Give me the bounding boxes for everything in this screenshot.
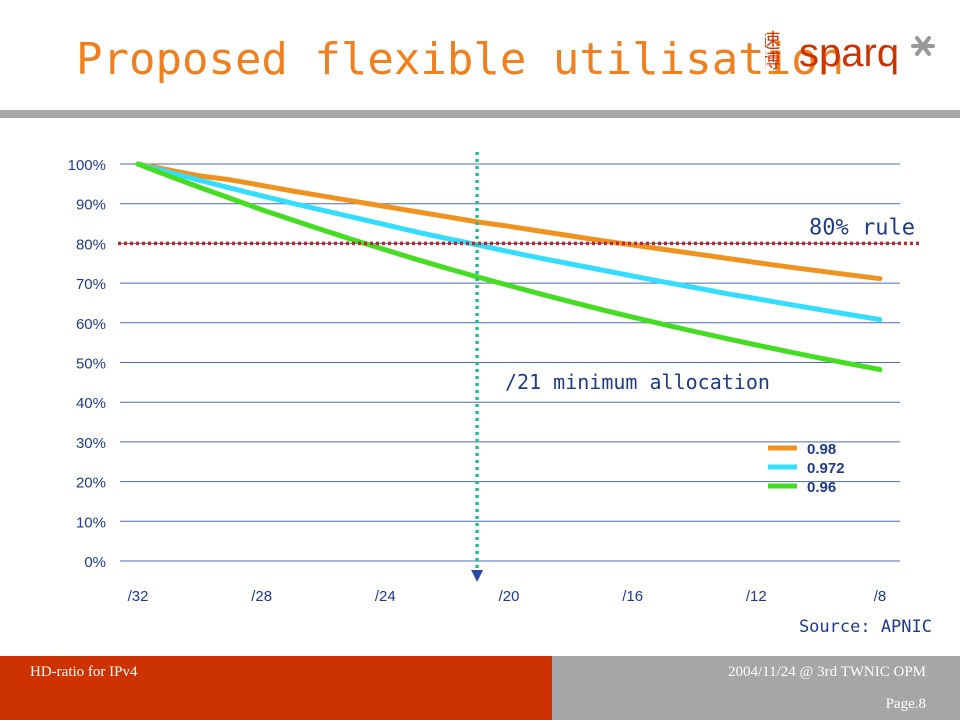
allocation-label: /21 minimum allocation: [505, 370, 770, 394]
series-line: [135, 161, 883, 282]
y-tick-label: 30%: [76, 435, 106, 452]
y-tick-label: 100%: [68, 157, 106, 174]
footer-left-bar: HD-ratio for IPv4: [0, 656, 552, 720]
x-tick-label: /16: [622, 588, 643, 605]
y-tick-label: 80%: [76, 236, 106, 253]
x-tick-label: /12: [746, 588, 767, 605]
legend-label: 0.98: [807, 441, 836, 458]
y-tick-label: 40%: [76, 395, 106, 412]
star-icon: [911, 36, 935, 56]
legend-label: 0.96: [807, 479, 836, 496]
threshold-label: 80% rule: [809, 215, 915, 240]
y-tick-label: 60%: [76, 316, 106, 333]
series-line: [135, 161, 883, 373]
y-tick-label: 10%: [76, 514, 106, 531]
x-tick-label: /8: [874, 588, 887, 605]
y-tick-label: 90%: [76, 197, 106, 214]
page-number: Page.8: [885, 696, 926, 712]
y-tick-label: 50%: [76, 356, 106, 373]
title-divider: [0, 110, 960, 118]
x-tick-label: /28: [251, 588, 272, 605]
y-tick-label: 0%: [84, 554, 106, 571]
legend-label: 0.972: [807, 460, 845, 477]
series-line: [135, 161, 883, 323]
y-tick-label: 70%: [76, 276, 106, 293]
x-tick-label: /20: [499, 588, 520, 605]
utilisation-chart: 0% 10% 20% 30% 40% 50% 60% 70% 80% 90% 100% /32/28 /…: [68, 152, 920, 605]
logo-brand-text: sparq: [799, 31, 899, 75]
arrow-head: [471, 570, 484, 582]
footer-right-bar: 2004/11/24 @ 3rd TWNIC OPM Page.8: [552, 656, 960, 720]
footer-right-text: 2004/11/24 @ 3rd TWNIC OPM: [728, 664, 926, 680]
slide-title: Proposed flexible utilisation: [76, 34, 845, 85]
y-tick-label: 20%: [76, 475, 106, 492]
x-tick-label: /24: [375, 588, 396, 605]
source-note: Source: APNIC: [798, 617, 932, 637]
sparq-logo: 速博 sparq: [757, 24, 945, 93]
footer-left-text: HD-ratio for IPv4: [30, 664, 138, 680]
x-tick-label: /32: [128, 588, 149, 605]
logo-cjk-text: 速博: [765, 30, 781, 70]
